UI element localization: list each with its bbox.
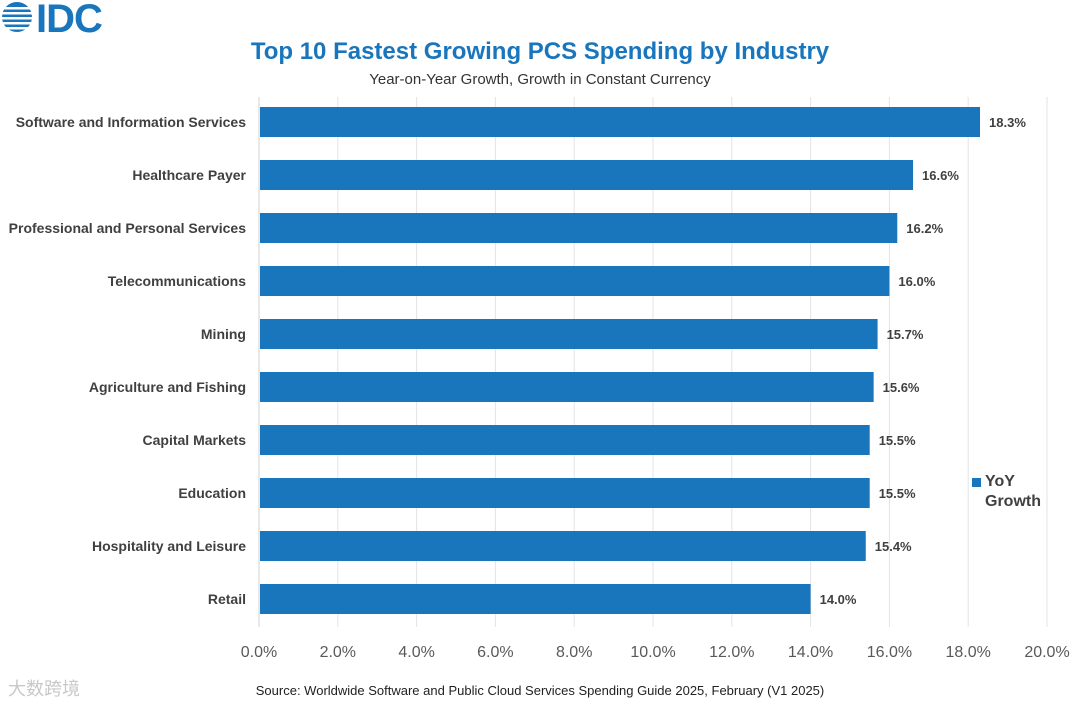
bar bbox=[260, 213, 898, 243]
bar bbox=[260, 319, 878, 349]
data-label: 15.4% bbox=[875, 539, 912, 554]
bar bbox=[260, 160, 914, 190]
bar bbox=[260, 425, 870, 455]
x-tick-label: 10.0% bbox=[630, 644, 675, 661]
data-label: 18.3% bbox=[989, 115, 1026, 130]
category-label: Retail bbox=[208, 591, 246, 607]
data-label: 15.6% bbox=[883, 380, 920, 395]
legend-label: YoY Growth bbox=[985, 473, 1041, 510]
globe-icon bbox=[0, 2, 36, 32]
x-tick-label: 4.0% bbox=[398, 644, 434, 661]
x-tick-label: 18.0% bbox=[946, 644, 991, 661]
x-tick-label: 2.0% bbox=[320, 644, 356, 661]
x-tick-label: 20.0% bbox=[1024, 644, 1069, 661]
category-label: Professional and Personal Services bbox=[9, 220, 247, 236]
x-tick-label: 6.0% bbox=[477, 644, 513, 661]
chart-title: Top 10 Fastest Growing PCS Spending by I… bbox=[250, 38, 830, 65]
category-label: Capital Markets bbox=[143, 432, 247, 448]
data-label: 16.2% bbox=[906, 221, 943, 236]
x-tick-label: 14.0% bbox=[788, 644, 833, 661]
data-label: 15.5% bbox=[879, 433, 916, 448]
category-label: Hospitality and Leisure bbox=[92, 538, 246, 554]
bar bbox=[260, 266, 890, 296]
chart-subtitle: Year-on-Year Growth, Growth in Constant … bbox=[369, 71, 711, 88]
category-label: Agriculture and Fishing bbox=[89, 379, 246, 395]
watermark: 大数跨境 bbox=[8, 679, 80, 699]
category-label: Telecommunications bbox=[108, 273, 246, 289]
data-label: 15.7% bbox=[887, 327, 924, 342]
source-note: Source: Worldwide Software and Public Cl… bbox=[255, 683, 825, 698]
bar bbox=[260, 478, 870, 508]
bar bbox=[260, 531, 866, 561]
logo-text: IDC bbox=[36, 0, 103, 41]
category-label: Healthcare Payer bbox=[132, 167, 246, 183]
x-tick-label: 0.0% bbox=[241, 644, 277, 661]
bar bbox=[260, 372, 874, 402]
data-label: 16.0% bbox=[898, 274, 935, 289]
data-label: 15.5% bbox=[879, 486, 916, 501]
x-tick-label: 8.0% bbox=[556, 644, 592, 661]
bar bbox=[260, 107, 981, 137]
category-label: Education bbox=[178, 485, 246, 501]
bar bbox=[260, 584, 811, 614]
category-label: Software and Information Services bbox=[16, 114, 246, 130]
idc-logo: IDC bbox=[0, 0, 130, 41]
data-label: 14.0% bbox=[820, 592, 857, 607]
x-tick-label: 16.0% bbox=[867, 644, 912, 661]
category-label: Mining bbox=[201, 326, 246, 342]
data-label: 16.6% bbox=[922, 168, 959, 183]
legend-swatch bbox=[972, 478, 981, 487]
x-tick-label: 12.0% bbox=[709, 644, 754, 661]
